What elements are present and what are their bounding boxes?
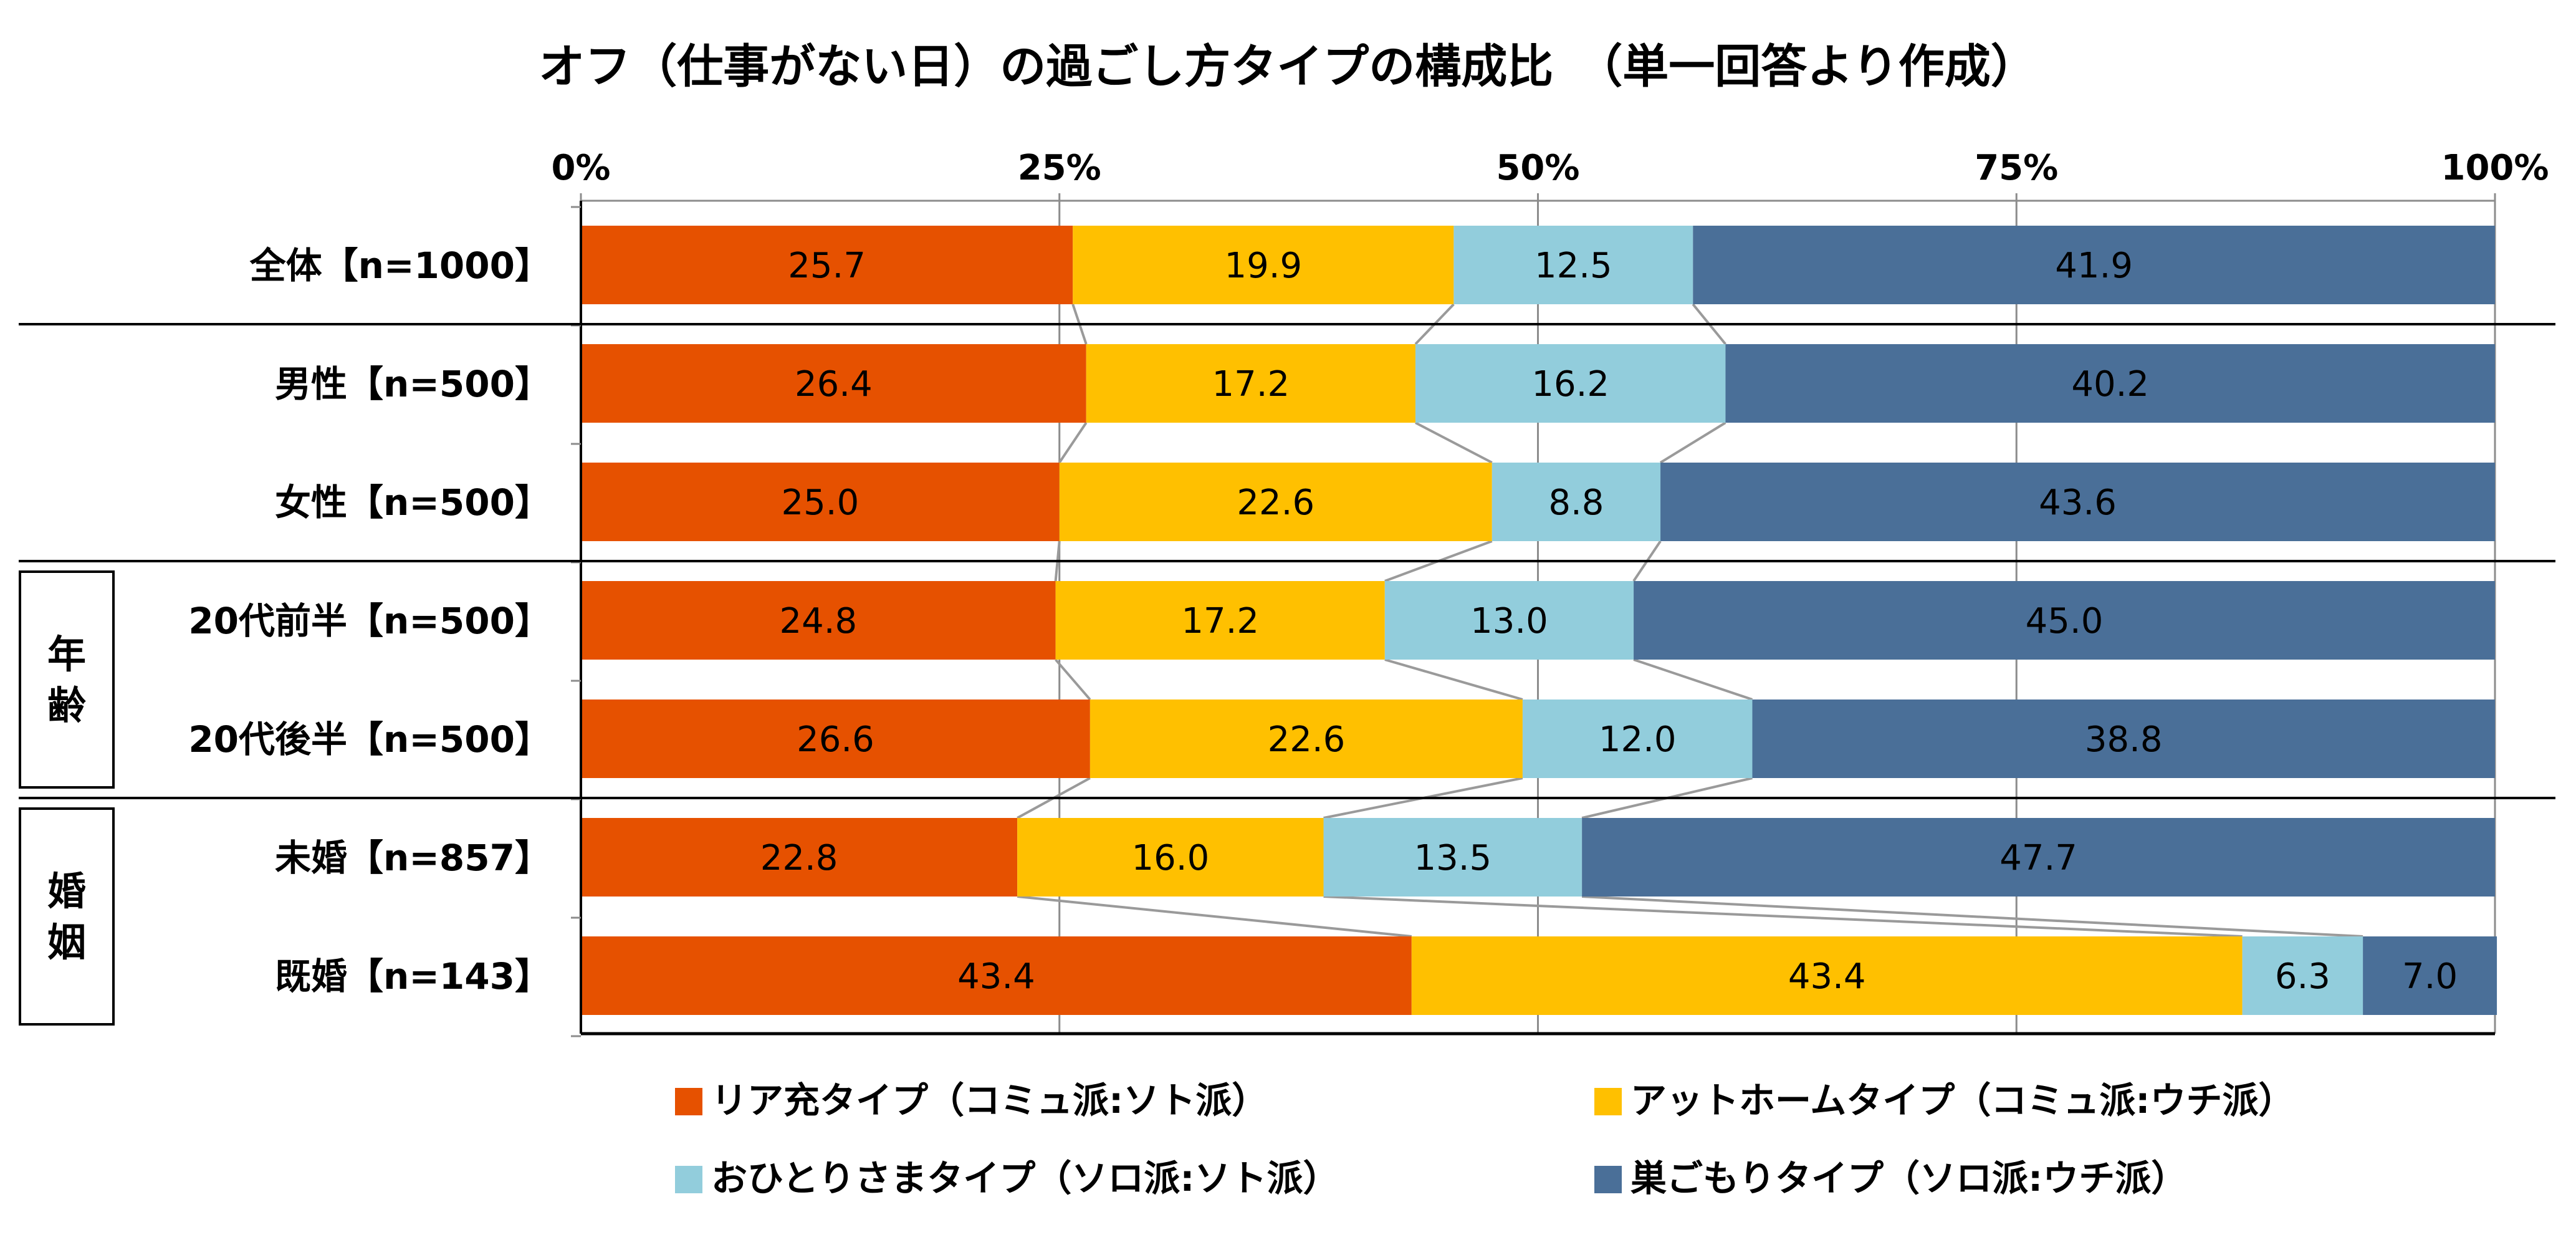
x-tick-label: 50% (1496, 148, 1579, 188)
bar-segment (581, 344, 1086, 423)
category-label: 男性【n=500】 (275, 363, 551, 405)
bar-segment (1059, 463, 1492, 541)
bar-segment (1055, 581, 1385, 660)
data-label: 12.0 (1599, 719, 1677, 760)
series-connector-line (1017, 895, 1412, 938)
data-label: 16.2 (1531, 364, 1609, 405)
bar-segment (1522, 700, 1753, 778)
bar-segment (1017, 818, 1324, 897)
bar-segment (1415, 344, 1726, 423)
data-label: 38.8 (2085, 719, 2163, 760)
data-label: 25.0 (782, 483, 859, 523)
x-tick-label: 25% (1018, 148, 1101, 188)
bar-segment (2242, 936, 2363, 1015)
data-label: 17.2 (1212, 364, 1290, 405)
data-label: 17.2 (1181, 601, 1259, 642)
bar-segment (581, 818, 1018, 897)
series-connector-line (1323, 895, 2243, 938)
bar-segment (581, 226, 1073, 304)
series-connector-line (1633, 658, 1753, 701)
legend-item-label: アットホームタイプ（コミュ派:ウチ派） (1630, 1079, 2294, 1122)
bar-segment (581, 700, 1090, 778)
series-connector-line (1384, 658, 1523, 701)
data-label: 25.7 (788, 246, 866, 286)
bar-segment (1323, 818, 1582, 897)
data-label: 41.9 (2055, 246, 2133, 286)
group-label-char: 姻 (47, 920, 86, 965)
data-label: 16.0 (1132, 838, 1210, 878)
data-label: 43.6 (2039, 483, 2117, 523)
data-label: 24.8 (779, 601, 857, 642)
legend-item-label: おひとりさまタイプ（ソロ派:ソト派） (711, 1157, 1339, 1200)
bar-segment (1073, 226, 1454, 304)
category-label: 全体【n=1000】 (249, 244, 551, 287)
data-label: 22.6 (1237, 483, 1314, 523)
data-label: 12.5 (1535, 246, 1612, 286)
data-label: 40.2 (2071, 364, 2149, 405)
legend-item-label: 巣ごもりタイプ（ソロ派:ウチ派） (1630, 1157, 2187, 1200)
data-label: 26.4 (795, 364, 873, 405)
series-connector-line (1415, 421, 1493, 464)
group-label-char: 齢 (47, 683, 86, 728)
x-tick-label: 75% (1975, 148, 2058, 188)
x-tick-label: 100% (2441, 148, 2549, 188)
data-label: 6.3 (2275, 956, 2330, 997)
legend-swatch (675, 1166, 702, 1193)
category-label: 未婚【n=857】 (275, 837, 551, 879)
legend-item-label: リア充タイプ（コミュ派:ソト派） (711, 1079, 1268, 1122)
category-label: 20代前半【n=500】 (188, 600, 551, 642)
chart-title: オフ（仕事がない日）の過ごし方タイプの構成比 （単一回答より作成） (539, 40, 2037, 94)
bar-segment (1582, 818, 2495, 897)
bar-segment (1693, 226, 2495, 304)
legend-swatch (675, 1088, 702, 1115)
data-label: 45.0 (2026, 601, 2104, 642)
bar-segment (1634, 581, 2495, 660)
legend-swatch (1594, 1166, 1622, 1193)
data-label: 22.6 (1268, 719, 1346, 760)
bar-segment (1660, 463, 2495, 541)
bar-segment (1491, 463, 1661, 541)
data-label: 7.0 (2402, 956, 2458, 997)
group-box (19, 807, 115, 1026)
group-label-char: 婚 (47, 868, 86, 914)
bar-segment (1089, 700, 1523, 778)
category-label: 既婚【n=143】 (275, 955, 551, 998)
bar-segment (581, 936, 1412, 1015)
series-connector-line (1582, 895, 2363, 938)
data-label: 8.8 (1548, 483, 1604, 523)
data-label: 13.0 (1470, 601, 1548, 642)
group-label-char: 年 (47, 632, 86, 677)
bar-segment (1752, 700, 2495, 778)
x-tick-label: 0% (551, 148, 610, 188)
bar-segment (1725, 344, 2495, 423)
data-label: 13.5 (1414, 838, 1491, 878)
series-connector-line (1058, 421, 1088, 464)
data-label: 47.7 (1999, 838, 2077, 878)
data-label: 26.6 (797, 719, 874, 760)
legend-swatch (1594, 1088, 1622, 1115)
bar-segment (1411, 936, 2243, 1015)
bar-segment (1453, 226, 1693, 304)
bar-segment (581, 581, 1056, 660)
series-connector-line (1055, 658, 1091, 701)
data-label: 22.8 (760, 838, 838, 878)
data-label: 43.4 (957, 956, 1035, 997)
category-label: 20代後半【n=500】 (188, 718, 551, 761)
series-connector-line (1659, 421, 1726, 464)
category-label: 女性【n=500】 (275, 481, 551, 524)
bar-segment (581, 463, 1060, 541)
bar-segment (1384, 581, 1634, 660)
bar-segment (1086, 344, 1415, 423)
data-label: 43.4 (1788, 956, 1866, 997)
bar-segment (2363, 936, 2497, 1015)
group-box (19, 570, 115, 789)
data-label: 19.9 (1224, 246, 1302, 286)
